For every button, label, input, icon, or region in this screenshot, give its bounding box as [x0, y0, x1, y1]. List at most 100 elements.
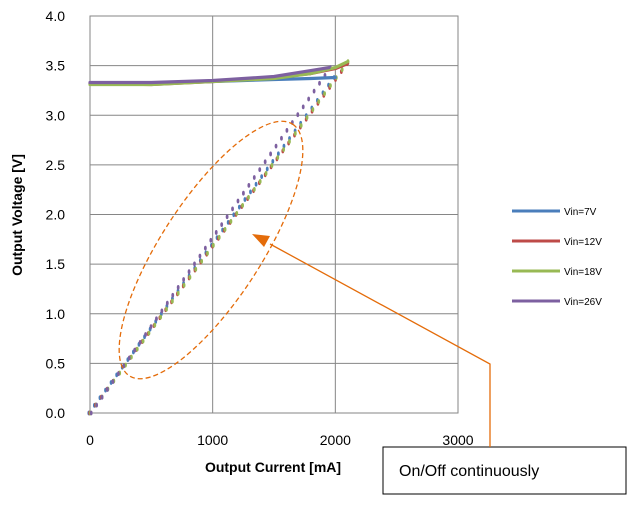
series-3-foldback-point — [122, 363, 126, 369]
series-layer — [87, 59, 350, 416]
y-tick-label-6: 3.0 — [46, 107, 66, 123]
x-tick-label-1: 1000 — [197, 432, 228, 448]
series-2-foldback-point — [293, 131, 297, 136]
series-2-foldback-point — [317, 99, 321, 104]
series-2-foldback-point — [159, 314, 163, 320]
series-2-foldback-point — [340, 67, 344, 73]
y-tick-label-0: 0.0 — [46, 405, 66, 421]
series-0-foldback-point — [254, 181, 258, 187]
series-3-foldback-point — [165, 300, 169, 306]
legend-label-3: Vin=26V — [564, 297, 602, 308]
annotation-arrow — [269, 243, 491, 447]
series-3-foldback-point — [269, 151, 272, 157]
series-3-foldback-point — [95, 402, 99, 408]
series-2-foldback-point — [288, 139, 291, 144]
series-3-foldback-point — [280, 135, 283, 141]
y-tick-label-2: 1.0 — [46, 306, 66, 322]
y-axis-title: Output Voltage [V] — [9, 154, 25, 276]
series-0-foldback-point — [276, 151, 280, 157]
series-3-foldback-point — [296, 112, 300, 118]
series-2-foldback-point — [276, 155, 280, 160]
series-3-foldback-point — [247, 182, 251, 188]
annotation-box — [382, 446, 627, 495]
series-3-foldback-point — [225, 214, 229, 220]
series-2-line — [88, 60, 350, 87]
annotation: On/Off continuously — [118, 120, 627, 495]
series-3-foldback-point — [307, 96, 311, 102]
series-3-foldback-point — [127, 355, 131, 361]
series-3-foldback-point — [258, 167, 262, 173]
series-2-foldback-point — [282, 147, 285, 152]
series-3-foldback-point — [318, 80, 321, 86]
series-2-foldback-point — [235, 210, 239, 216]
series-3-foldback-point — [100, 394, 104, 400]
series-3-foldback-point — [187, 269, 191, 275]
annotation-arrowhead — [252, 234, 270, 247]
series-2-foldback-point — [170, 298, 174, 304]
series-2-foldback-point — [135, 346, 139, 352]
y-tick-label-7: 3.5 — [46, 58, 66, 74]
series-0-foldback-point — [232, 212, 236, 218]
series-3-foldback-point — [89, 410, 93, 416]
series-2-foldback-point — [176, 290, 180, 296]
series-3-foldback-point — [149, 324, 153, 330]
series-2-foldback-point — [182, 282, 186, 288]
series-2-foldback-point — [188, 274, 192, 280]
series-2-foldback-point — [305, 115, 309, 120]
y-tick-label-4: 2.0 — [46, 207, 66, 223]
legend-label-2: Vin=18V — [564, 267, 602, 278]
series-3-foldback-point — [144, 332, 147, 337]
legend-label-0: Vin=7V — [564, 207, 597, 218]
x-tick-label-0: 0 — [86, 432, 94, 448]
series-2-foldback-point — [323, 91, 326, 96]
series-0-foldback-point — [249, 189, 252, 195]
series-2-foldback-point — [141, 338, 145, 344]
series-2-foldback-point — [264, 171, 268, 176]
series-0-foldback-point — [237, 204, 241, 210]
series-2-foldback-point — [311, 107, 315, 112]
series-3-foldback-point — [111, 379, 115, 385]
x-tick-label-3: 3000 — [442, 432, 473, 448]
series-3-foldback-point — [214, 230, 218, 235]
series-3-foldback-point — [231, 206, 234, 212]
series-3-foldback-point — [203, 245, 207, 251]
series-2-foldback-point — [217, 234, 221, 240]
series-2-foldback-point — [329, 83, 332, 89]
series-2-foldback-point — [200, 258, 204, 264]
series-3-foldback-point — [220, 222, 224, 228]
series-3-line — [88, 65, 331, 85]
series-3-foldback-point — [301, 104, 305, 110]
series-3-foldback-point — [274, 143, 278, 149]
legend: Vin=7V Vin=12V Vin=18V Vin=26V — [512, 207, 602, 308]
series-3-foldback-point — [116, 371, 120, 377]
series-3-foldback-point — [236, 198, 240, 204]
series-0-foldback-point — [260, 174, 264, 180]
series-2-foldback-point — [247, 195, 250, 200]
series-3-foldback-point — [155, 316, 158, 322]
series-3-foldback-point — [182, 277, 186, 282]
x-axis-title: Output Current [mA] — [205, 459, 341, 475]
series-0-foldback-point — [243, 197, 247, 202]
series-3-foldback-point — [198, 253, 202, 259]
series-2-foldback-point — [165, 306, 168, 312]
y-tick-label-1: 0.5 — [46, 355, 66, 371]
annotation-text: On/Off continuously — [399, 463, 539, 480]
x-tick-label-2: 2000 — [320, 432, 351, 448]
series-3-foldback-point — [160, 308, 164, 314]
series-3-foldback-point — [106, 387, 109, 392]
series-2-foldback-point — [258, 179, 262, 184]
tick-labels: 0.0 0.5 1.0 1.5 2.0 2.5 3.0 3.5 4.0 0 1000 2000 3000 — [46, 8, 474, 448]
legend-label-1: Vin=12V — [564, 237, 602, 248]
series-2-foldback-point — [194, 266, 198, 272]
series-2-foldback-point — [206, 250, 209, 256]
y-tick-label-3: 1.5 — [46, 256, 66, 272]
series-3-foldback-point — [312, 88, 316, 94]
y-tick-label-5: 2.5 — [46, 157, 66, 173]
series-2-foldback-point — [229, 218, 233, 224]
series-2-foldback-point — [129, 354, 133, 360]
series-3-foldback-point — [176, 285, 180, 290]
series-3-foldback-point — [138, 339, 142, 345]
series-3-foldback-point — [209, 237, 213, 243]
